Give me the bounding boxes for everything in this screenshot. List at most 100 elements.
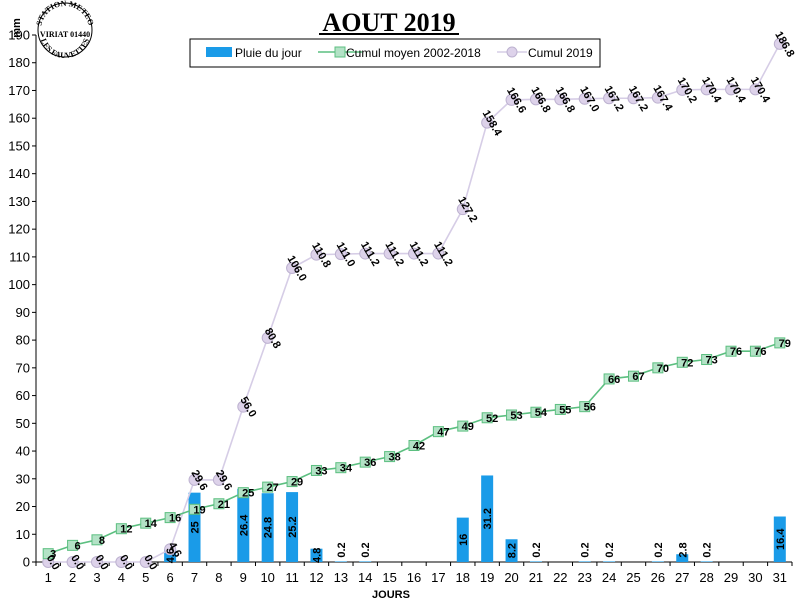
data-label: 0.2 — [702, 542, 714, 557]
series-point — [529, 93, 542, 106]
data-label: 0.2 — [580, 542, 592, 557]
y-tick-label: 0 — [23, 555, 30, 570]
x-tick-label: 17 — [431, 570, 445, 585]
series-point — [676, 83, 689, 96]
data-label: 67 — [632, 371, 644, 383]
data-label: 76 — [730, 346, 742, 358]
data-label: 6 — [75, 540, 81, 552]
data-label: 8.2 — [507, 543, 519, 558]
x-tick-label: 5 — [142, 570, 149, 585]
data-label: 16 — [458, 534, 470, 546]
series-point — [554, 403, 566, 415]
x-tick-label: 24 — [602, 570, 616, 585]
series-point — [42, 548, 54, 560]
x-tick-label: 6 — [167, 570, 174, 585]
logo-line-2: VIRIAT 01440 — [40, 30, 90, 39]
data-label: 42 — [413, 441, 425, 453]
bar — [334, 561, 347, 562]
series-point — [115, 556, 128, 568]
data-label: 19 — [193, 504, 205, 516]
series-point — [505, 93, 518, 106]
bar — [578, 561, 591, 562]
data-label: 29 — [291, 477, 303, 489]
series-point — [456, 203, 469, 216]
x-tick-label: 15 — [382, 570, 396, 585]
series-point — [359, 247, 372, 260]
series-point — [627, 92, 640, 105]
data-label: 56 — [584, 402, 596, 414]
series-point — [627, 370, 639, 382]
series-point — [164, 512, 176, 524]
series-point — [66, 556, 79, 568]
chart-title: AOUT 2019 — [322, 8, 455, 37]
series-point — [91, 534, 103, 546]
series-point — [554, 93, 567, 106]
x-tick-label: 11 — [285, 570, 299, 585]
y-tick-label: 150 — [8, 138, 30, 153]
series-point — [310, 248, 323, 261]
series-point — [140, 517, 152, 529]
x-tick-label: 2 — [69, 570, 76, 585]
data-label: 66 — [608, 374, 620, 386]
x-tick-label: 7 — [191, 570, 198, 585]
y-tick-label: 20 — [16, 499, 30, 514]
x-tick-label: 27 — [675, 570, 689, 585]
data-label: 33 — [315, 465, 327, 477]
series-point — [310, 464, 322, 476]
x-tick-label: 16 — [407, 570, 421, 585]
series-point — [651, 91, 664, 104]
y-tick-label: 30 — [16, 471, 30, 486]
data-label: 3 — [50, 549, 56, 561]
series-point — [506, 409, 518, 421]
data-label: 25 — [190, 521, 202, 533]
logo-line-3: LES FAUVETTES — [39, 37, 91, 60]
x-tick-label: 4 — [118, 570, 125, 585]
data-label: 4.6 — [165, 548, 177, 563]
series-point — [408, 440, 420, 452]
data-label: 0.2 — [604, 542, 616, 557]
x-tick-label: 9 — [240, 570, 247, 585]
data-label: 0.2 — [531, 542, 543, 557]
x-tick-label: 3 — [93, 570, 100, 585]
bar — [505, 539, 518, 562]
series-point — [578, 92, 591, 105]
legend-marker-avg — [334, 46, 346, 58]
bar — [651, 561, 664, 562]
series-point — [335, 462, 347, 474]
series-point — [773, 37, 786, 50]
bar-series — [164, 475, 786, 562]
legend: Pluie du jour Cumul moyen 2002-2018 Cumu… — [189, 38, 601, 68]
bar — [310, 548, 323, 562]
y-tick-label: 190 — [8, 28, 30, 43]
y-tick-label: 120 — [8, 222, 30, 237]
series-point — [701, 354, 713, 366]
data-label: 55 — [559, 404, 571, 416]
legend-swatch-bar — [206, 47, 232, 57]
x-tick-label: 1 — [45, 570, 52, 585]
series-point — [262, 481, 274, 493]
legend-label-daily-rain: Pluie du jour — [235, 46, 302, 60]
series-point — [725, 345, 737, 357]
bar — [529, 561, 542, 562]
series-point — [383, 247, 396, 260]
data-label: 25.2 — [287, 516, 299, 537]
series-point — [286, 261, 299, 274]
x-tick-label: 26 — [651, 570, 665, 585]
series-point — [432, 247, 445, 260]
x-tick-label: 10 — [260, 570, 274, 585]
y-tick-label: 100 — [8, 277, 30, 292]
series-point — [334, 248, 347, 261]
series-point — [286, 476, 298, 488]
x-tick-label: 8 — [215, 570, 222, 585]
data-label: 49 — [462, 421, 474, 433]
line-series — [42, 37, 786, 568]
data-label: 4.8 — [311, 548, 323, 563]
data-label: 72 — [681, 357, 693, 369]
series-point — [188, 473, 201, 486]
data-label: 53 — [510, 410, 522, 422]
bar — [481, 475, 494, 562]
series-point — [212, 473, 225, 486]
y-tick-label: 110 — [9, 249, 30, 264]
x-tick-label: 28 — [699, 570, 713, 585]
